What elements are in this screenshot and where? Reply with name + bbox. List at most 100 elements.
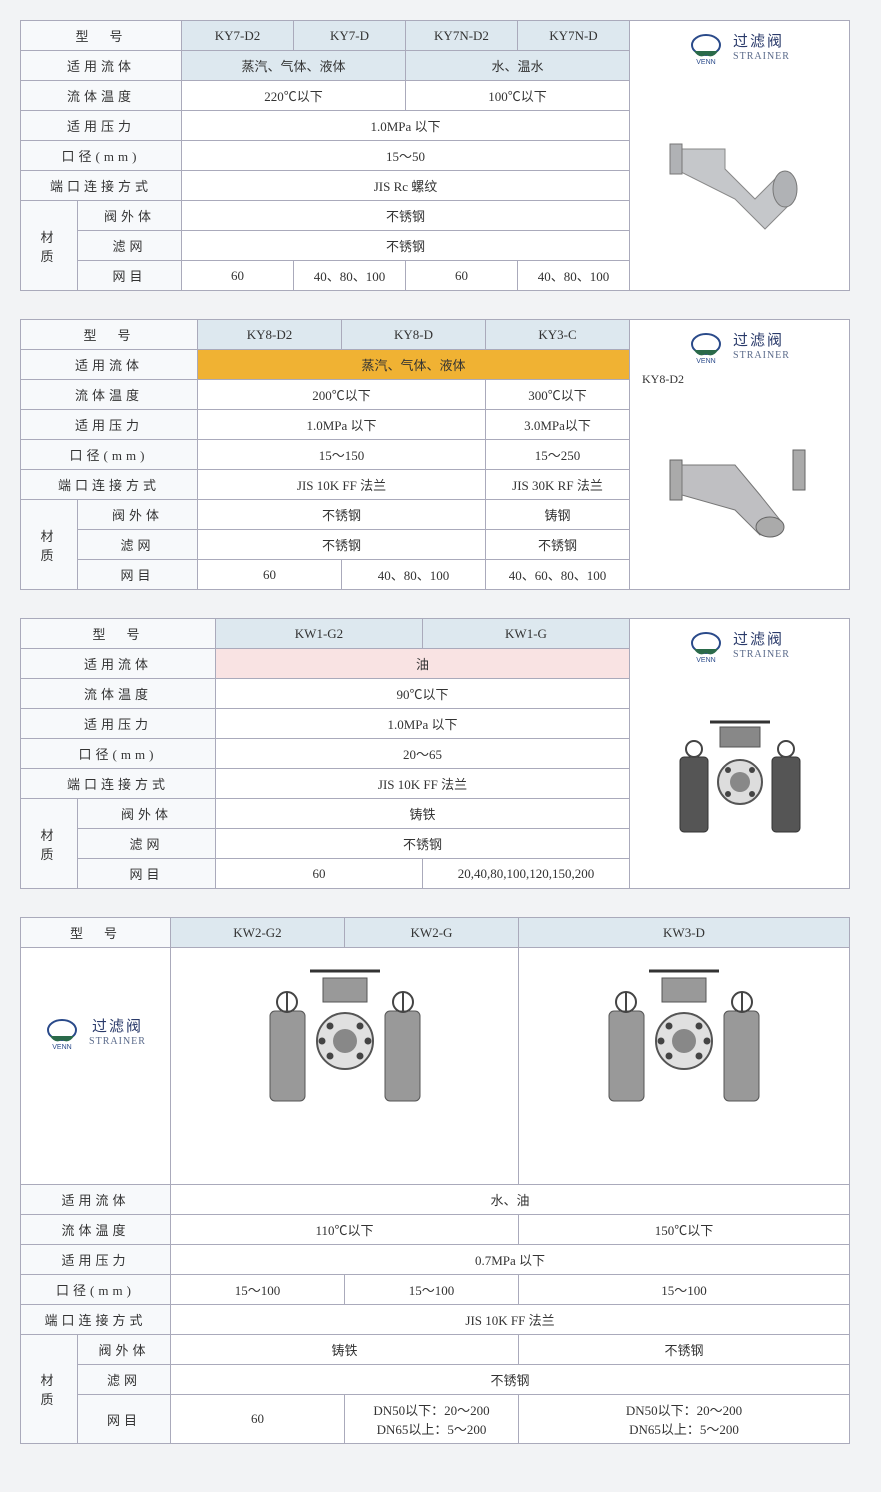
product-image xyxy=(665,387,815,583)
conn-cell: JIS 10K FF 法兰 xyxy=(171,1305,850,1335)
label-fluid: 适用流体 xyxy=(21,649,216,679)
mesh-cell: 60 xyxy=(216,859,423,889)
fluid-cell: 蒸汽、气体、液体 xyxy=(198,350,630,380)
temp-cell: 150℃以下 xyxy=(519,1215,850,1245)
label-body: 阀外体 xyxy=(78,799,216,829)
product-sidebox-2: 过滤阀 STRAINER KY8-D2 xyxy=(630,319,850,590)
label-dia: 口径(mm) xyxy=(21,739,216,769)
product-image xyxy=(660,671,820,882)
mesh-cell: 40、80、100 xyxy=(518,261,630,291)
model-cell: KY8-D2 xyxy=(198,320,342,350)
model-cell: KW1-G xyxy=(423,619,630,649)
label-body: 阀外体 xyxy=(78,500,198,530)
conn-cell: JIS 30K RF 法兰 xyxy=(486,470,630,500)
spec-table-1: 型 号 KY7-D2 KY7-D KY7N-D2 KY7N-D 适用流体 蒸汽、… xyxy=(20,20,630,291)
label-model: 型 号 xyxy=(21,918,171,948)
screen-cell: 不锈钢 xyxy=(171,1365,850,1395)
spec-table-4: 型 号 KW2-G2 KW2-G KW3-D 过滤阀 STRAINER xyxy=(20,917,850,1444)
venn-logo-icon xyxy=(45,1016,79,1050)
label-pressure: 适用压力 xyxy=(21,410,198,440)
dia-cell: 20～65 xyxy=(216,739,630,769)
label-mesh: 网目 xyxy=(78,1395,171,1444)
temp-cell: 100℃以下 xyxy=(406,81,630,111)
dia-cell: 15～100 xyxy=(171,1275,345,1305)
label-model: 型 号 xyxy=(21,21,182,51)
brand-row: 过滤阀 STRAINER xyxy=(689,31,790,65)
label-fluid: 适用流体 xyxy=(21,51,182,81)
body-cell: 铸铁 xyxy=(171,1335,519,1365)
label-pressure: 适用压力 xyxy=(21,709,216,739)
product-sidebox-3: 过滤阀 STRAINER xyxy=(630,618,850,889)
label-mesh: 网目 xyxy=(78,859,216,889)
label-conn: 端口连接方式 xyxy=(21,171,182,201)
product-image-cell xyxy=(171,948,519,1185)
model-cell: KY8-D xyxy=(342,320,486,350)
label-conn: 端口连接方式 xyxy=(21,769,216,799)
body-cell: 不锈钢 xyxy=(519,1335,850,1365)
fluid-cell: 水、温水 xyxy=(406,51,630,81)
label-material: 材 质 xyxy=(21,799,78,889)
temp-cell: 90℃以下 xyxy=(216,679,630,709)
label-model: 型 号 xyxy=(21,619,216,649)
mesh-cell: DN50以下：20～200 DN65以上：5～200 xyxy=(345,1395,519,1444)
brand-en: STRAINER xyxy=(733,649,790,661)
spec-table-3: 型 号 KW1-G2 KW1-G 适用流体 油 流体温度 90℃以下 适用压力 … xyxy=(20,618,630,889)
temp-cell: 300℃以下 xyxy=(486,380,630,410)
body-cell: 不锈钢 xyxy=(198,500,486,530)
model-note: KY8-D2 xyxy=(642,372,684,387)
fluid-cell: 水、油 xyxy=(171,1185,850,1215)
label-pressure: 适用压力 xyxy=(21,111,182,141)
label-body: 阀外体 xyxy=(78,1335,171,1365)
y-strainer-icon xyxy=(665,119,815,239)
label-material: 材 质 xyxy=(21,500,78,590)
dia-cell: 15～100 xyxy=(345,1275,519,1305)
fluid-cell: 蒸汽、气体、液体 xyxy=(182,51,406,81)
conn-cell: JIS Rc 螺纹 xyxy=(182,171,630,201)
label-dia: 口径(mm) xyxy=(21,141,182,171)
dia-cell: 15～150 xyxy=(198,440,486,470)
mesh-cell: 60 xyxy=(406,261,518,291)
label-fluid: 适用流体 xyxy=(21,1185,171,1215)
model-cell: KY7-D2 xyxy=(182,21,294,51)
screen-cell: 不锈钢 xyxy=(198,530,486,560)
label-material: 材 质 xyxy=(21,1335,78,1444)
product-image xyxy=(665,73,815,284)
temp-cell: 220℃以下 xyxy=(182,81,406,111)
label-pressure: 适用压力 xyxy=(21,1245,171,1275)
brand-en: STRAINER xyxy=(89,1036,146,1048)
table-block-3: 型 号 KW1-G2 KW1-G 适用流体 油 流体温度 90℃以下 适用压力 … xyxy=(20,618,861,889)
mesh-cell: 60 xyxy=(182,261,294,291)
dia-cell: 15～50 xyxy=(182,141,630,171)
brand-row: 过滤阀 STRAINER xyxy=(689,330,790,364)
model-cell: KW3-D xyxy=(519,918,850,948)
y-strainer-flange-icon xyxy=(665,425,815,545)
body-cell: 铸铁 xyxy=(216,799,630,829)
temp-cell: 200℃以下 xyxy=(198,380,486,410)
brand-cn: 过滤阀 xyxy=(733,631,790,649)
mesh-cell: 40、60、80、100 xyxy=(486,560,630,590)
label-temp: 流体温度 xyxy=(21,380,198,410)
table-block-2: 型 号 KY8-D2 KY8-D KY3-C 适用流体 蒸汽、气体、液体 流体温… xyxy=(20,319,861,590)
table-block-4: 型 号 KW2-G2 KW2-G KW3-D 过滤阀 STRAINER xyxy=(20,917,861,1444)
label-temp: 流体温度 xyxy=(21,1215,171,1245)
label-temp: 流体温度 xyxy=(21,81,182,111)
duplex-strainer-icon xyxy=(660,707,820,847)
mesh-cell: 40、80、100 xyxy=(342,560,486,590)
model-cell: KW2-G xyxy=(345,918,519,948)
pressure-cell: 1.0MPa 以下 xyxy=(198,410,486,440)
label-screen: 滤网 xyxy=(78,829,216,859)
brand-cn: 过滤阀 xyxy=(89,1018,146,1036)
model-cell: KY7N-D2 xyxy=(406,21,518,51)
label-mesh: 网目 xyxy=(78,560,198,590)
label-dia: 口径(mm) xyxy=(21,1275,171,1305)
label-screen: 滤网 xyxy=(78,1365,171,1395)
brand-en: STRAINER xyxy=(733,350,790,362)
fluid-cell: 油 xyxy=(216,649,630,679)
temp-cell: 110℃以下 xyxy=(171,1215,519,1245)
label-material: 材 质 xyxy=(21,201,78,291)
brand-en: STRAINER xyxy=(733,51,790,63)
label-screen: 滤网 xyxy=(78,530,198,560)
brand-cn: 过滤阀 xyxy=(733,332,790,350)
model-cell: KY7N-D xyxy=(518,21,630,51)
brand-row: 过滤阀 STRAINER xyxy=(689,629,790,663)
